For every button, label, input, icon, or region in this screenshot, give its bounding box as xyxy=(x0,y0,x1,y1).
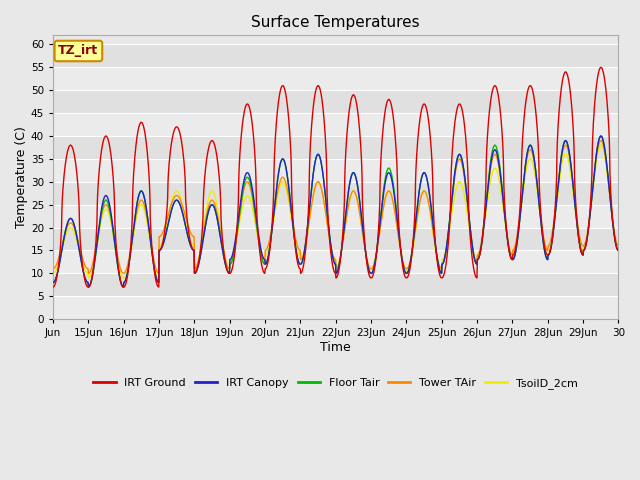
Bar xyxy=(53,273,618,296)
Legend: IRT Ground, IRT Canopy, Floor Tair, Tower TAir, TsoilD_2cm: IRT Ground, IRT Canopy, Floor Tair, Towe… xyxy=(89,373,582,393)
Y-axis label: Temperature (C): Temperature (C) xyxy=(15,126,28,228)
Bar xyxy=(53,251,618,273)
Title: Surface Temperatures: Surface Temperatures xyxy=(252,15,420,30)
Bar xyxy=(53,136,618,159)
Bar xyxy=(53,159,618,182)
X-axis label: Time: Time xyxy=(321,341,351,354)
Bar xyxy=(53,182,618,204)
Bar xyxy=(53,67,618,90)
Bar xyxy=(53,228,618,251)
Bar xyxy=(53,296,618,319)
Bar xyxy=(53,90,618,113)
Bar xyxy=(53,204,618,228)
Bar xyxy=(53,113,618,136)
Text: TZ_irt: TZ_irt xyxy=(58,45,99,58)
Bar xyxy=(53,45,618,67)
